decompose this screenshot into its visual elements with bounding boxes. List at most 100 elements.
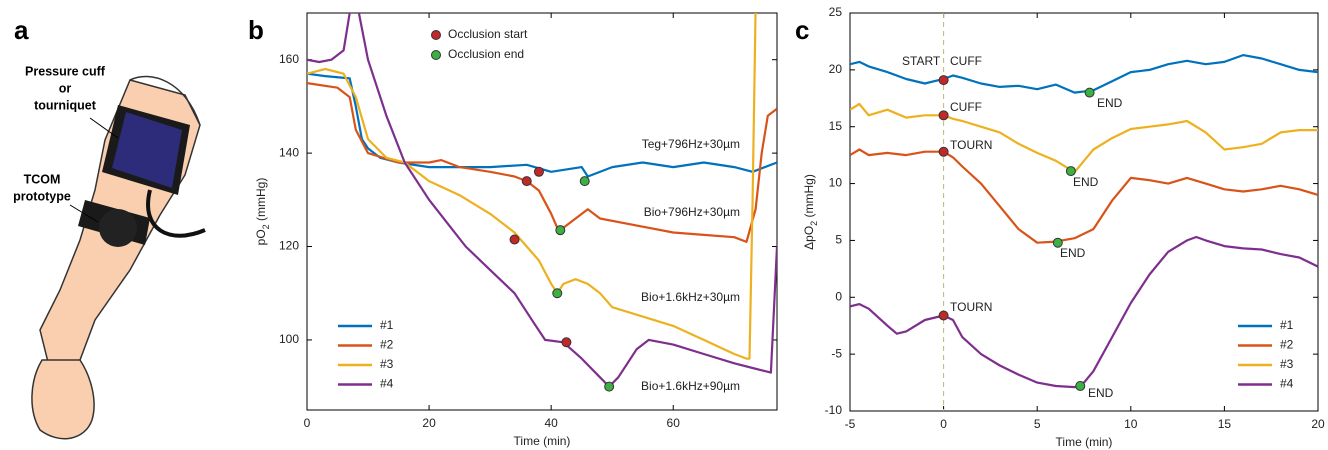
y-tick-label: 160: [279, 52, 299, 66]
annotation: CUFF: [950, 100, 982, 114]
legend-marker: [431, 50, 441, 60]
y-tick-label: -10: [825, 403, 843, 417]
y-tick-label: 25: [829, 5, 843, 19]
y-tick-label: 120: [279, 239, 299, 253]
x-tick-label: 40: [544, 416, 558, 430]
annotation: TOURN: [950, 300, 992, 314]
pointer: [89, 117, 119, 139]
x-tick-label: 0: [304, 416, 311, 430]
y-tick-label: 15: [829, 119, 843, 133]
marker: [1065, 166, 1076, 177]
x-tick-label: 60: [667, 416, 681, 430]
legend-label: #4: [380, 377, 394, 391]
x-axis-label: Time (min): [514, 434, 571, 448]
legend-label: Occlusion start: [448, 27, 528, 41]
marker: [509, 234, 520, 245]
annotation: CUFF: [950, 54, 982, 68]
annotation: END: [1073, 175, 1099, 189]
y-tick-label: 140: [279, 145, 299, 159]
shoulder: [129, 75, 201, 126]
line: [850, 235, 1318, 389]
x-tick-label: 10: [1124, 417, 1138, 431]
legend-label: #3: [1280, 357, 1294, 371]
plot: [850, 54, 1318, 391]
y-axis-label: pO2 (mmHg): [254, 178, 271, 246]
y-axis-label-part: 2: [261, 224, 271, 229]
annotation: TOURN: [950, 138, 992, 152]
x-tick-label: 20: [1311, 417, 1325, 431]
marker: [938, 146, 949, 157]
x-tick-label: 0: [940, 417, 947, 431]
annotation: Bio+1.6kHz+90µm: [641, 379, 740, 393]
y-tick-label: 10: [829, 176, 843, 190]
marker: [938, 310, 949, 321]
marker: [533, 166, 544, 177]
fist: [31, 359, 95, 440]
y-tick-label: 20: [829, 62, 843, 76]
marker: [579, 176, 590, 187]
line: [307, 13, 757, 360]
line: [307, 72, 777, 178]
legend-label: #3: [380, 357, 394, 371]
label: prototype: [13, 189, 71, 203]
label: tourniquet: [34, 98, 97, 112]
marker: [938, 75, 949, 86]
x-axis-label: Time (min): [1056, 435, 1113, 449]
cuff-bladder: [112, 112, 182, 188]
x-tick-label: -5: [845, 417, 856, 431]
label: or: [59, 81, 72, 95]
legend-label: #2: [1280, 338, 1294, 352]
marker: [938, 110, 949, 121]
tube: [146, 189, 206, 238]
panel-label: b: [248, 15, 264, 45]
legend-label: Occlusion end: [448, 47, 524, 61]
x-tick-label: 20: [422, 416, 436, 430]
marker: [1052, 237, 1063, 248]
annotation: Bio+796Hz+30µm: [644, 205, 740, 219]
plot-area: [306, 12, 778, 411]
legend-label: #1: [380, 318, 394, 332]
x-tick-label: 5: [1034, 417, 1041, 431]
label: Pressure cuff: [25, 64, 106, 78]
marker: [521, 176, 532, 187]
y-axis-label-part: (mmHg): [254, 178, 268, 225]
plot-area: [849, 12, 1319, 412]
line: [850, 54, 1318, 94]
x-tick-label: 15: [1218, 417, 1232, 431]
y-axis-label-part: (mmHg): [802, 174, 816, 221]
panel-label: c: [795, 15, 809, 45]
y-axis-label: ΔpO2 (mmHg): [802, 174, 819, 250]
annotation: Teg+796Hz+30µm: [642, 137, 740, 151]
marker: [552, 288, 563, 299]
y-axis-label-part: ΔpO: [802, 226, 816, 250]
annotation: END: [1088, 386, 1114, 400]
legend-label: #4: [1280, 377, 1294, 391]
panel-a: a Pressure cuff or tourniquet TCOM proto…: [13, 15, 206, 440]
plot: [307, 13, 777, 392]
annotation: Bio+1.6kHz+30µm: [641, 290, 740, 304]
line: [307, 13, 777, 388]
marker: [555, 225, 566, 236]
y-tick-label: 5: [835, 233, 842, 247]
y-axis-label-part: 2: [809, 221, 819, 226]
marker: [604, 381, 615, 392]
panel-label: a: [14, 15, 29, 45]
annotation: END: [1060, 246, 1086, 260]
legend-label: #2: [380, 338, 394, 352]
y-tick-label: 100: [279, 332, 299, 346]
legend-marker: [431, 30, 441, 40]
pointer: [69, 204, 99, 223]
y-tick-label: -5: [831, 346, 842, 360]
annotation: START: [902, 54, 941, 68]
y-axis-label-part: pO: [254, 229, 268, 245]
legend-label: #1: [1280, 318, 1294, 332]
line: [850, 148, 1318, 244]
label: TCOM: [24, 172, 61, 186]
marker: [1075, 380, 1086, 391]
chart: b 0 20 40 60 100 120 140 160 Time (min) pO2 (mmHg)…: [248, 12, 778, 448]
y-tick-label: 0: [835, 289, 842, 303]
marker: [1084, 87, 1095, 98]
marker: [561, 337, 572, 348]
